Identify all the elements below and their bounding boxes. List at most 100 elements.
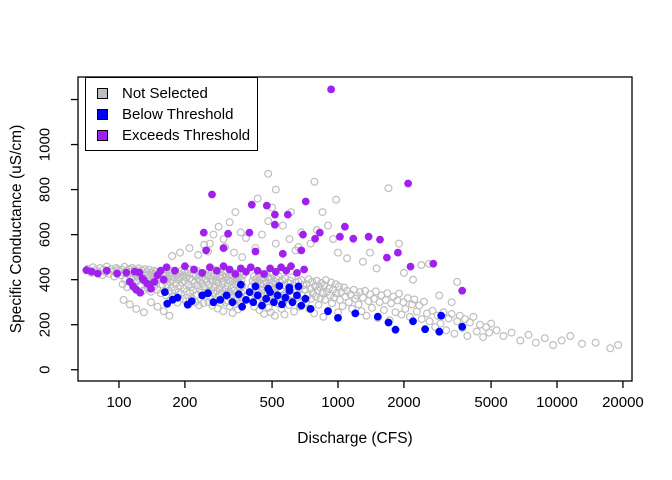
point-exceeds-threshold xyxy=(253,266,262,275)
point-exceeds-threshold xyxy=(199,228,208,237)
point-not-selected xyxy=(436,319,445,328)
point-not-selected xyxy=(577,339,586,348)
point-below-threshold xyxy=(458,322,467,331)
point-exceeds-threshold xyxy=(251,247,260,256)
point-exceeds-threshold xyxy=(406,262,415,271)
point-exceeds-threshold xyxy=(394,248,402,257)
point-exceeds-threshold xyxy=(190,265,198,274)
point-below-threshold xyxy=(288,298,297,307)
point-not-selected xyxy=(220,269,229,278)
point-not-selected xyxy=(417,261,426,270)
point-exceeds-threshold xyxy=(181,262,189,271)
point-not-selected xyxy=(472,327,481,336)
point-not-selected xyxy=(409,275,418,284)
x-tick-label: 500 xyxy=(260,394,285,411)
point-exceeds-threshold xyxy=(458,286,467,295)
point-not-selected xyxy=(428,306,437,315)
point-not-selected xyxy=(435,291,444,300)
point-not-selected xyxy=(492,326,501,335)
point-not-selected xyxy=(343,254,352,263)
point-below-threshold xyxy=(262,294,271,303)
point-below-threshold xyxy=(351,309,360,318)
point-below-threshold xyxy=(209,298,218,307)
point-not-selected xyxy=(384,184,393,193)
point-exceeds-threshold xyxy=(349,234,358,243)
x-tick-label: 10000 xyxy=(536,394,578,411)
point-exceeds-threshold xyxy=(162,263,171,272)
point-not-selected xyxy=(403,294,412,303)
point-not-selected xyxy=(447,309,456,318)
point-not-selected xyxy=(193,281,202,290)
point-not-selected xyxy=(209,230,218,239)
point-not-selected xyxy=(358,257,367,266)
point-not-selected xyxy=(606,344,615,353)
point-exceeds-threshold xyxy=(219,262,228,271)
point-not-selected xyxy=(205,239,214,248)
point-not-selected xyxy=(297,276,306,285)
point-exceeds-threshold xyxy=(315,228,324,237)
point-not-selected xyxy=(479,333,488,342)
x-tick-label: 20000 xyxy=(602,394,644,411)
point-not-selected xyxy=(258,230,267,239)
point-not-selected xyxy=(236,228,245,237)
point-below-threshold xyxy=(281,293,290,302)
point-not-selected xyxy=(372,264,381,273)
y-tick-label: 0 xyxy=(37,366,54,374)
point-not-selected xyxy=(314,300,323,309)
point-exceeds-threshold xyxy=(336,232,344,241)
point-not-selected xyxy=(264,217,273,226)
point-not-selected xyxy=(218,271,227,280)
legend: Not Selected Below Threshold Exceeds Thr… xyxy=(85,77,258,151)
x-axis-title: Discharge (CFS) xyxy=(297,430,413,447)
point-not-selected xyxy=(370,294,379,303)
point-not-selected xyxy=(139,308,148,317)
point-not-selected xyxy=(225,218,234,227)
point-not-selected xyxy=(469,312,478,321)
point-not-selected xyxy=(362,311,371,320)
point-below-threshold xyxy=(334,314,342,322)
point-not-selected xyxy=(425,317,434,326)
point-below-threshold xyxy=(324,307,332,316)
point-exceeds-threshold xyxy=(113,269,121,278)
point-exceeds-threshold xyxy=(213,266,221,275)
y-tick-label: 800 xyxy=(37,177,54,202)
point-not-selected xyxy=(465,318,474,327)
point-below-threshold xyxy=(306,305,315,313)
point-below-threshold xyxy=(216,296,225,304)
point-not-selected xyxy=(315,282,324,291)
point-not-selected xyxy=(397,310,406,319)
point-below-threshold xyxy=(236,280,245,289)
point-not-selected xyxy=(260,309,269,318)
point-not-selected xyxy=(401,304,410,313)
point-not-selected xyxy=(450,329,459,338)
point-below-threshold xyxy=(249,298,258,307)
point-exceeds-threshold xyxy=(219,244,228,253)
point-below-threshold xyxy=(238,302,247,311)
point-not-selected xyxy=(399,268,408,277)
point-not-selected xyxy=(290,307,299,316)
legend-label: Exceeds Threshold xyxy=(122,126,251,144)
point-not-selected xyxy=(410,295,419,304)
legend-label: Below Threshold xyxy=(122,105,234,123)
point-exceeds-threshold xyxy=(383,253,391,262)
point-not-selected xyxy=(557,336,566,345)
point-not-selected xyxy=(253,194,262,203)
x-tick-label: 200 xyxy=(172,394,197,411)
point-exceeds-threshold xyxy=(293,269,301,277)
point-not-selected xyxy=(176,248,185,257)
point-not-selected xyxy=(461,315,470,324)
point-exceeds-threshold xyxy=(247,200,256,209)
point-not-selected xyxy=(278,221,287,230)
point-not-selected xyxy=(338,302,347,311)
point-not-selected xyxy=(242,234,251,243)
point-not-selected xyxy=(318,289,327,298)
point-below-threshold xyxy=(264,284,273,293)
point-not-selected xyxy=(218,280,227,289)
point-below-threshold xyxy=(275,282,284,290)
point-not-selected xyxy=(531,338,540,347)
point-not-selected xyxy=(264,169,273,178)
point-exceeds-threshold xyxy=(271,267,280,276)
point-not-selected xyxy=(332,195,341,204)
point-not-selected xyxy=(507,328,516,337)
